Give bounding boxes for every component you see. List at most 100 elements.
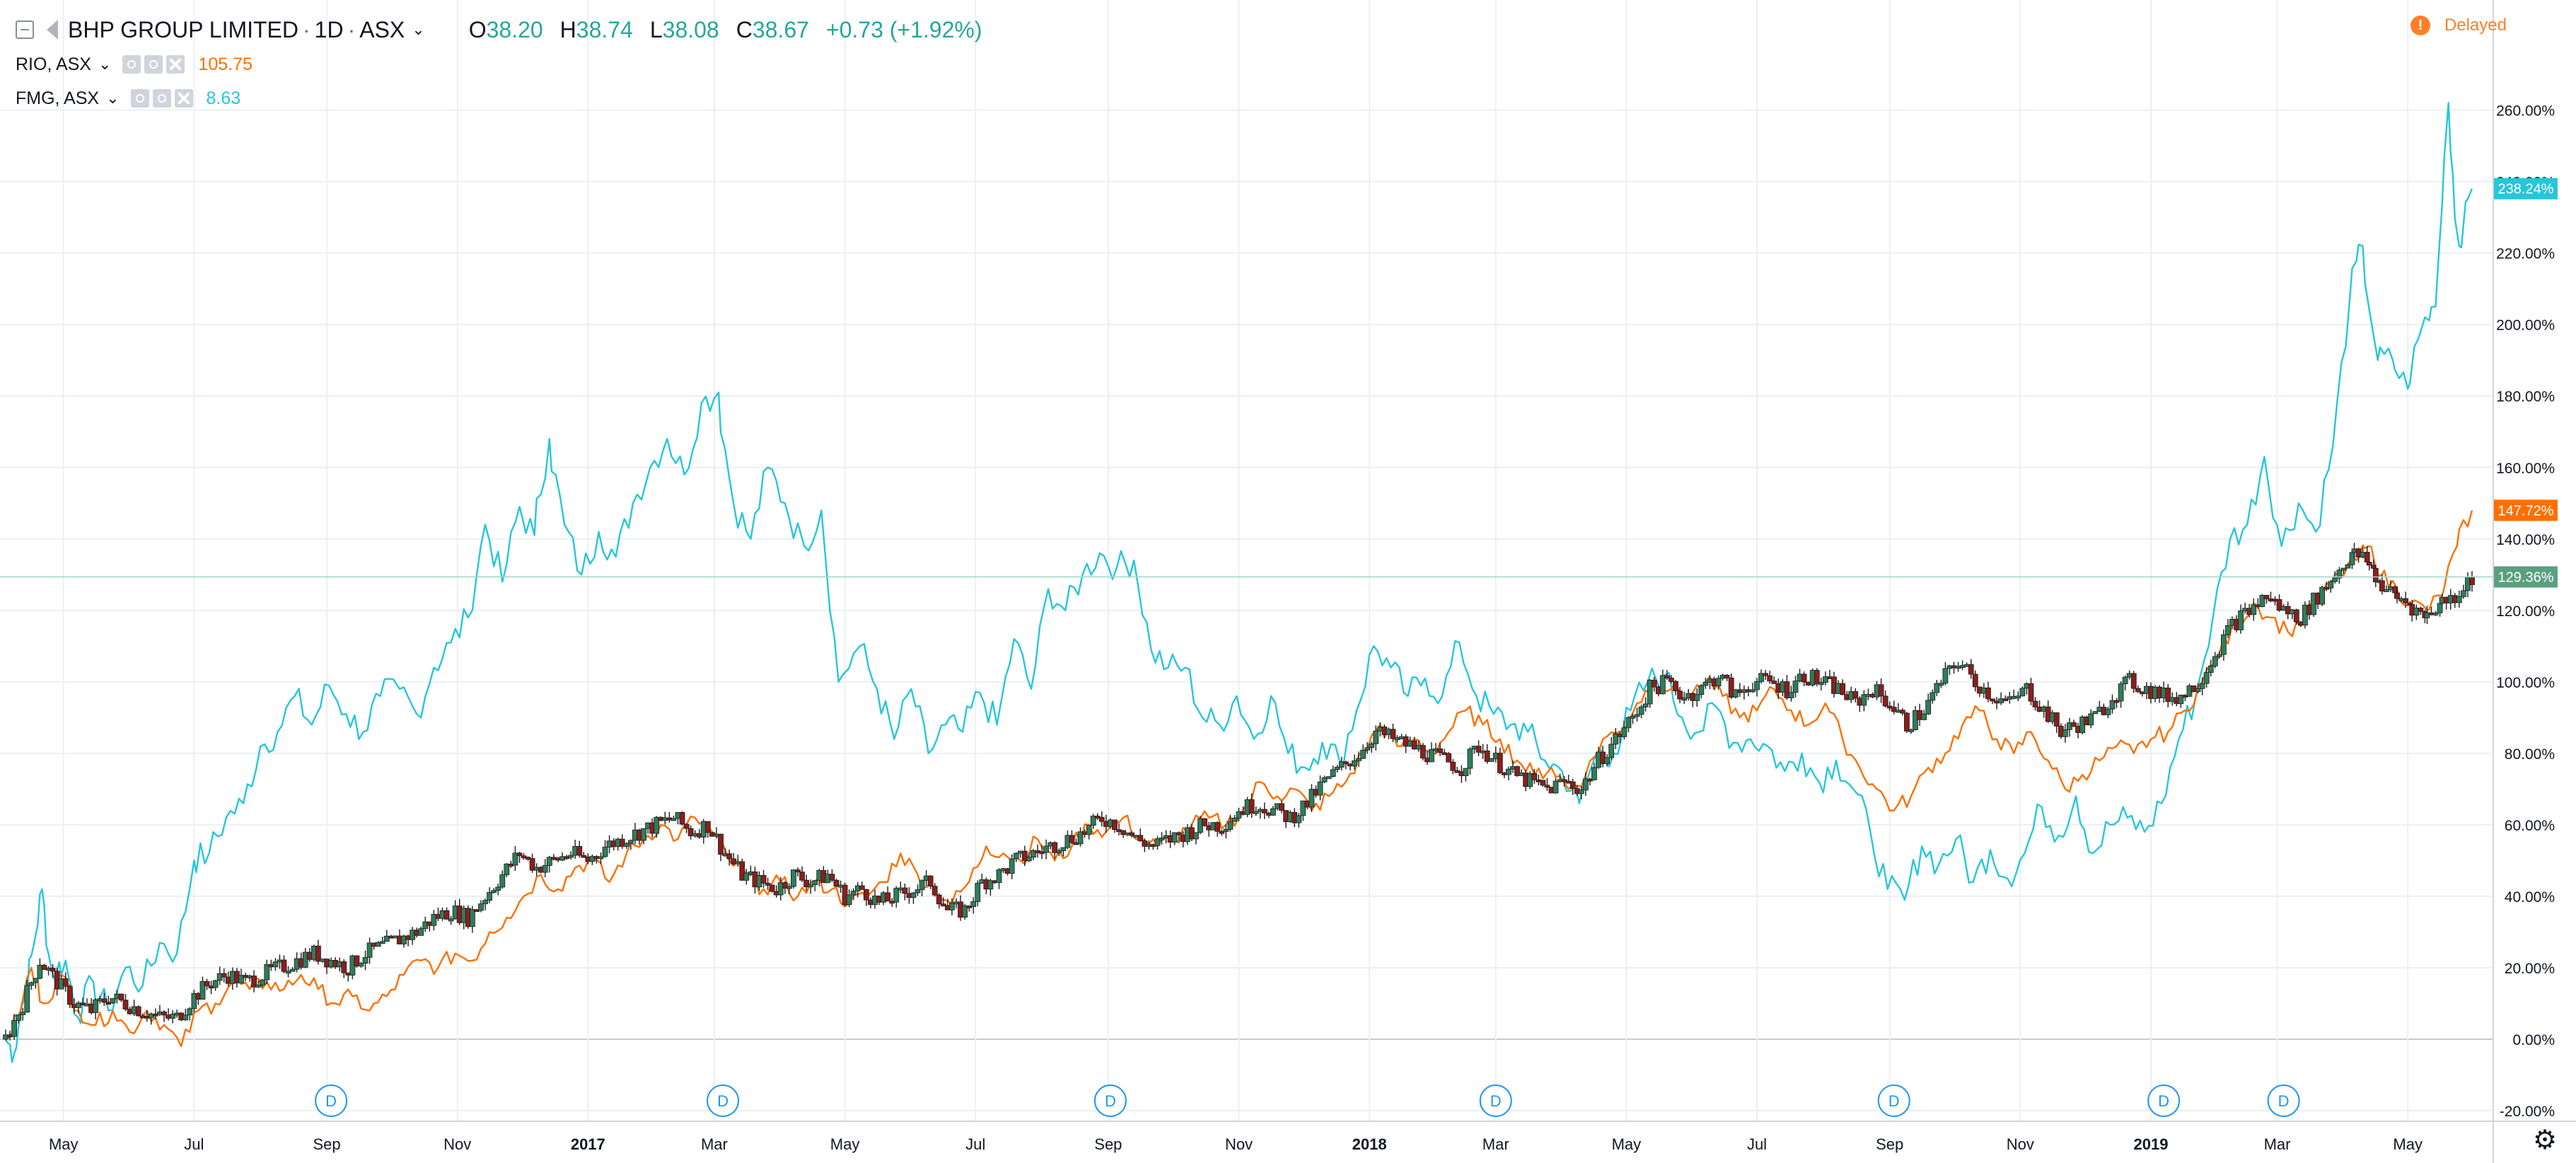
candle-body	[2332, 577, 2338, 582]
candle-body	[62, 978, 69, 987]
candle-body	[2032, 700, 2038, 707]
chevron-down-icon[interactable]: ⌄	[412, 21, 425, 38]
candle-body	[2238, 611, 2244, 630]
symbol-name[interactable]: BHP GROUP LIMITED	[68, 16, 298, 42]
candle-body	[576, 846, 583, 856]
candle-body	[1300, 800, 1306, 816]
interval-label[interactable]: 1D	[314, 16, 344, 42]
collapse-legend-button[interactable]	[16, 21, 34, 39]
x-tick-label: Nov	[1225, 1135, 1253, 1153]
candle-body	[358, 963, 364, 967]
candle-body	[1814, 670, 1820, 684]
candle-body	[1763, 673, 1769, 676]
close-icon[interactable]	[166, 55, 185, 74]
compare-symbol-rio[interactable]: RIO, ASX	[16, 54, 91, 74]
candle-body	[2212, 656, 2218, 666]
candle-body	[1321, 777, 1328, 782]
y-tick-label: 180.00%	[2496, 389, 2555, 405]
candle-body	[2122, 676, 2128, 685]
candle-body	[598, 856, 604, 860]
candle-body	[1484, 751, 1490, 762]
candle-body	[777, 882, 784, 896]
candle-body	[221, 973, 227, 978]
close-icon[interactable]	[174, 89, 193, 108]
candle-body	[2195, 688, 2201, 693]
candle-body	[704, 821, 711, 833]
chevron-down-icon[interactable]: ⌄	[106, 89, 120, 107]
candle-body	[1647, 679, 1653, 705]
candle-body	[1077, 831, 1084, 845]
y-tick-label: 200.00%	[2496, 318, 2555, 334]
delayed-badge[interactable]: ! Delayed	[2410, 16, 2507, 35]
candle-body	[1369, 743, 1375, 748]
candle-body	[152, 1013, 158, 1017]
candle-body	[1891, 707, 1897, 712]
gear-icon[interactable]: ⚙	[2532, 1126, 2558, 1155]
candle-body	[1463, 768, 1469, 777]
flag-icon[interactable]	[47, 20, 58, 40]
settings-icon[interactable]	[152, 89, 171, 108]
candle-body	[1801, 673, 1807, 683]
candle-body	[495, 886, 501, 891]
candle-body	[1642, 703, 1649, 707]
candle-body	[1334, 767, 1340, 770]
candle-body	[1613, 733, 1619, 745]
exchange-label[interactable]: ASX	[359, 16, 405, 42]
candle-body	[786, 886, 792, 889]
dividend-marker-label: D	[717, 1092, 729, 1110]
y-tick-label: 140.00%	[2496, 532, 2555, 548]
series-bhp-candles	[0, 543, 2493, 1041]
candle-body	[829, 874, 835, 881]
y-tick-label: 120.00%	[2496, 603, 2555, 620]
candle-body	[1771, 681, 1777, 684]
candle-body	[212, 980, 219, 988]
candle-body	[1925, 700, 1932, 714]
candle-body	[2092, 711, 2099, 714]
warning-icon: !	[2410, 16, 2430, 35]
candle-body	[1634, 714, 1640, 717]
compare-controls-rio	[122, 55, 188, 74]
dividend-marker-label: D	[2278, 1092, 2290, 1110]
chevron-down-icon[interactable]: ⌄	[98, 55, 112, 73]
y-tick-label: 260.00%	[2496, 103, 2555, 120]
candle-body	[1899, 710, 1905, 714]
y-tick-label: 220.00%	[2496, 246, 2555, 262]
dividend-marker-circle	[707, 1084, 740, 1117]
candle-body	[1227, 821, 1234, 830]
settings-icon[interactable]	[144, 55, 163, 74]
candle-body	[448, 918, 454, 922]
candle-body	[1360, 749, 1366, 759]
candle-body	[2418, 608, 2424, 612]
compare-symbol-fmg[interactable]: FMG, ASX	[16, 88, 100, 108]
visibility-icon[interactable]	[122, 55, 141, 74]
candle-body	[919, 880, 925, 890]
candle-body	[118, 993, 124, 1001]
candle-body	[187, 1008, 193, 1016]
candle-body	[1698, 685, 1705, 695]
candle-body	[50, 968, 56, 972]
candle-body	[1702, 681, 1709, 686]
candle-body	[525, 857, 531, 860]
candle-body	[2251, 604, 2257, 615]
series-layer	[0, 102, 2493, 1063]
candle-body	[379, 941, 385, 944]
compare-value-rio: 105.75	[198, 54, 253, 74]
dividend-marker-circle	[315, 1084, 348, 1117]
candle-body	[375, 942, 381, 947]
candle-body	[940, 903, 946, 907]
candle-body	[1608, 743, 1615, 758]
candle-body	[2364, 552, 2370, 562]
candle-body	[2384, 589, 2389, 592]
candle-body	[1669, 678, 1674, 682]
candle-body	[2207, 665, 2214, 673]
candle-body	[542, 865, 548, 873]
candle-body	[627, 840, 634, 844]
y-tick-label: 20.00%	[2505, 961, 2555, 977]
candle-body	[1570, 781, 1576, 789]
visibility-icon[interactable]	[130, 89, 149, 108]
x-tick-label: Mar	[1483, 1135, 1509, 1153]
candle-body	[16, 1014, 22, 1021]
candle-body	[1112, 819, 1118, 831]
